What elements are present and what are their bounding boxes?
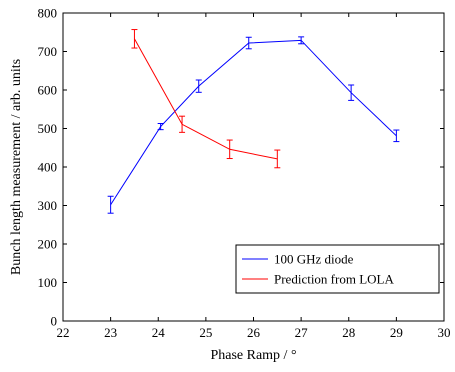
y-tick-label: 500 — [38, 121, 58, 136]
legend: 100 GHz diode Prediction from LOLA — [235, 244, 440, 294]
axes-layer: 22 23 24 25 26 27 28 29 300100200300400500600700… — [9, 6, 451, 364]
x-tick-label: 24 — [152, 325, 166, 340]
error-bar — [348, 84, 355, 101]
x-tick-label: 28 — [342, 325, 355, 340]
plot-layer — [107, 29, 400, 214]
error-bar — [274, 149, 281, 169]
x-tick-label: 22 — [57, 325, 70, 340]
x-tick-label: 23 — [104, 325, 117, 340]
error-bar — [179, 115, 186, 133]
x-tick-label: 30 — [438, 325, 451, 340]
y-tick-label: 400 — [38, 160, 58, 175]
error-bar — [107, 195, 114, 214]
y-tick-label: 800 — [38, 6, 58, 21]
y-axis-label: Bunch length measurement / arb. units — [9, 59, 24, 275]
error-bar — [245, 36, 252, 50]
series-line-1 — [134, 38, 278, 160]
y-tick-label: 300 — [38, 198, 58, 213]
legend-label: 100 GHz diode — [274, 252, 354, 267]
error-bar — [131, 29, 138, 49]
legend-box — [235, 244, 440, 294]
y-tick-label: 100 — [38, 275, 58, 290]
y-tick-label: 0 — [51, 314, 58, 329]
series-1 — [131, 29, 281, 169]
legend-item: 100 GHz diode — [242, 252, 354, 267]
error-bar — [195, 79, 202, 93]
x-tick-label: 29 — [390, 325, 403, 340]
x-tick-label: 27 — [295, 325, 309, 340]
x-tick-label: 26 — [247, 325, 261, 340]
y-tick-label: 600 — [38, 83, 58, 98]
legend-item: Prediction from LOLA — [242, 272, 394, 287]
error-bar — [226, 139, 233, 160]
x-axis-label: Phase Ramp / ° — [210, 348, 296, 363]
y-tick-label: 200 — [38, 237, 58, 252]
error-bar — [298, 36, 305, 45]
series-0 — [107, 36, 400, 214]
error-bar — [393, 129, 400, 143]
y-tick-label: 700 — [38, 44, 58, 59]
legend-label: Prediction from LOLA — [274, 272, 394, 287]
error-bar — [157, 122, 164, 131]
x-tick-label: 25 — [199, 325, 212, 340]
